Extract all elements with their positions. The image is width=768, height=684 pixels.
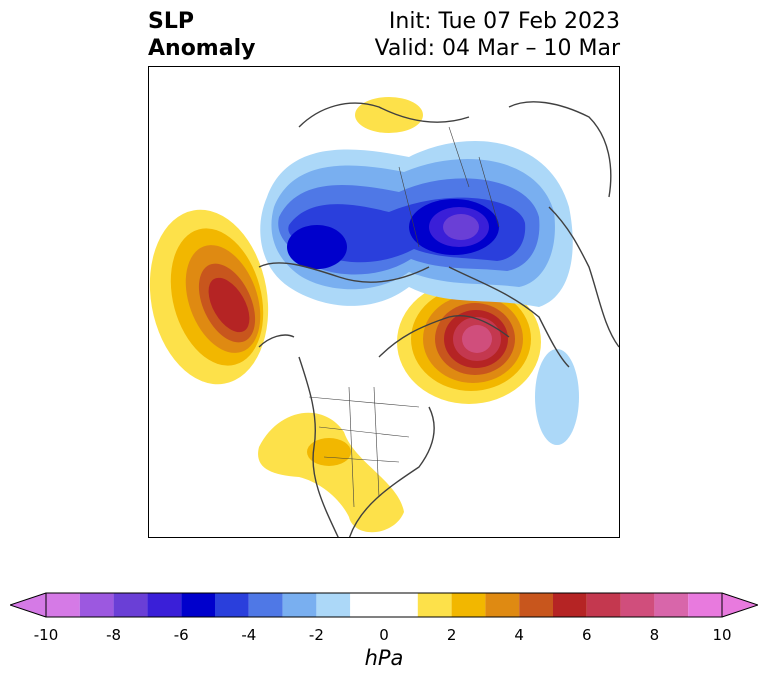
colorbar-bin xyxy=(248,593,283,617)
negative-anomaly-arctic xyxy=(260,141,573,307)
colorbar-outline xyxy=(45,592,723,618)
title-variable: SLP xyxy=(148,9,194,34)
positive-anomaly-pacific xyxy=(149,209,269,385)
positive-anomaly-atlantic xyxy=(397,280,541,404)
colorbar-bin xyxy=(350,593,418,617)
colorbar xyxy=(10,592,758,618)
colorbar-bin xyxy=(519,593,553,617)
coastlines xyxy=(258,101,619,537)
colorbar-bin xyxy=(620,593,655,617)
map-dates: Init: Tue 07 Feb 2023 Valid: 04 Mar – 10… xyxy=(375,8,620,62)
valid-range: Valid: 04 Mar – 10 Mar xyxy=(374,36,620,61)
positive-anomaly-north-america xyxy=(258,412,404,533)
colorbar-tick-label: 6 xyxy=(582,626,592,644)
map-title: SLP Anomaly xyxy=(148,8,255,62)
positive-anomaly-europe xyxy=(355,97,423,133)
title-variable-kind: Anomaly xyxy=(148,36,256,61)
colorbar-bin xyxy=(688,593,722,617)
colorbar-bin xyxy=(553,593,587,617)
colorbar-tick-label: 4 xyxy=(514,626,524,644)
borders xyxy=(308,126,500,508)
negative-anomaly-atlantic-tail xyxy=(535,349,579,445)
colorbar-bin xyxy=(147,593,182,617)
colorbar-tick-label: -4 xyxy=(241,626,257,644)
colorbar-tick-label: -2 xyxy=(308,626,324,644)
colorbar-bin xyxy=(316,593,351,617)
anomaly-map xyxy=(149,97,619,537)
colorbar-outline-high xyxy=(721,592,758,618)
init-date: Init: Tue 07 Feb 2023 xyxy=(388,9,620,34)
colorbar-bin xyxy=(654,593,689,617)
colorbar-bin xyxy=(282,593,317,617)
colorbar-outline-low xyxy=(10,592,47,618)
colorbar-extend-low xyxy=(10,593,46,617)
colorbar-bin xyxy=(485,593,520,617)
colorbar-bin xyxy=(417,593,452,617)
colorbar-bin xyxy=(215,593,249,617)
colorbar-bin xyxy=(181,593,215,617)
colorbar-bin xyxy=(586,593,621,617)
colorbar-tick-label: 10 xyxy=(712,626,732,644)
colorbar-bin xyxy=(79,593,114,617)
colorbar-unit: hPa xyxy=(364,646,404,670)
colorbar-tick-label: 2 xyxy=(446,626,457,644)
colorbar-bin xyxy=(451,593,486,617)
colorbar-tick-label: -6 xyxy=(173,626,189,644)
colorbar-tick-label: 8 xyxy=(649,626,660,644)
colorbar-bin xyxy=(46,593,80,617)
colorbar-tick-label: 0 xyxy=(379,626,389,644)
colorbar-tick-label: -8 xyxy=(106,626,122,644)
colorbar-bin xyxy=(113,593,148,617)
colorbar-tick-label: -10 xyxy=(33,626,59,644)
colorbar-extend-high xyxy=(722,593,758,617)
map-panel xyxy=(148,66,620,538)
